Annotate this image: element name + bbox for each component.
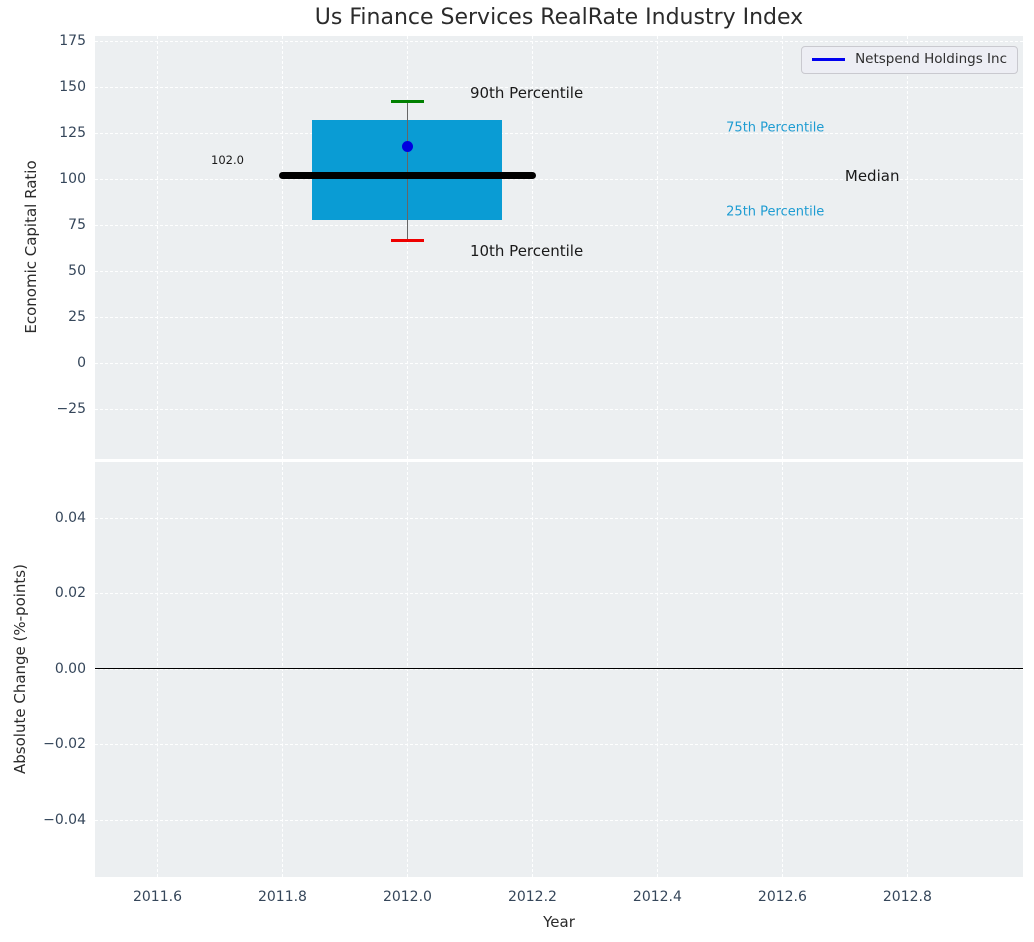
bottom-plot-area (95, 462, 1023, 877)
whisker-line (406, 101, 409, 241)
gridline-vertical (532, 462, 534, 877)
gridline-vertical (532, 36, 534, 459)
gridline-horizontal (95, 819, 1023, 821)
gridline-horizontal (95, 225, 1023, 227)
gridline-horizontal (95, 744, 1023, 746)
y-tick-label: 0.00 (54, 660, 86, 677)
gridline-vertical (907, 36, 909, 459)
p90-cap (391, 100, 424, 104)
x-tick-label: 2011.8 (257, 889, 307, 905)
gridline-horizontal (95, 87, 1023, 89)
y-tick-label: 150 (59, 79, 86, 96)
y-tick-label: −25 (56, 401, 86, 418)
annotation-10th-percentile: 10th Percentile (469, 241, 584, 260)
gridline-vertical (907, 462, 909, 877)
y-tick-label: 125 (59, 125, 86, 142)
gridline-vertical (157, 36, 159, 459)
zero-line (95, 667, 1023, 670)
gridline-vertical (157, 462, 159, 877)
x-tick-label: 2012.4 (632, 889, 682, 905)
annotation-75th-percentile: 75th Percentile (726, 120, 825, 136)
gridline-horizontal (95, 363, 1023, 365)
legend-label: Netspend Holdings Inc (855, 51, 1007, 67)
gridline-vertical (407, 462, 409, 877)
y-tick-label: 100 (59, 171, 86, 188)
top-plot-area: 90th Percentile 10th Percentile 75th Perce… (95, 36, 1023, 459)
annotation-102-0: 102.0 (211, 152, 244, 167)
median-line (279, 172, 536, 180)
gridline-horizontal (95, 317, 1023, 319)
y-tick-label: 75 (68, 217, 86, 234)
p10-cap (391, 239, 424, 243)
y-tick-label: 175 (59, 33, 86, 50)
y-tick-label: 0 (77, 355, 86, 372)
gridline-horizontal (95, 517, 1023, 519)
gridline-vertical (657, 36, 659, 459)
gridline-horizontal (95, 593, 1023, 595)
y-axis-label-top: Economic Capital Ratio (22, 160, 40, 334)
annotation-25th-percentile: 25th Percentile (726, 204, 825, 220)
x-axis-label: Year (543, 913, 575, 931)
gridline-vertical (282, 462, 284, 877)
legend-line-sample (812, 58, 846, 61)
x-tick-label: 2012.0 (382, 889, 432, 905)
y-axis-label-bottom: Absolute Change (%-points) (11, 564, 29, 774)
y-tick-label: 25 (68, 309, 86, 326)
gridline-vertical (282, 36, 284, 459)
y-tick-label: −0.02 (43, 736, 86, 753)
y-tick-label: −0.04 (43, 811, 86, 828)
gridline-vertical (782, 36, 784, 459)
gridline-horizontal (95, 409, 1023, 411)
x-tick-label: 2012.2 (507, 889, 557, 905)
gridline-horizontal (95, 133, 1023, 135)
gridline-horizontal (95, 41, 1023, 43)
x-tick-label: 2012.6 (757, 889, 807, 905)
chart-title: Us Finance Services RealRate Industry In… (314, 5, 804, 30)
y-tick-label: 0.04 (54, 509, 86, 526)
company-data-point (401, 141, 413, 153)
gridline-vertical (657, 462, 659, 877)
annotation-90th-percentile: 90th Percentile (469, 83, 584, 102)
annotation-median: Median (844, 166, 900, 185)
y-tick-label: 0.02 (54, 585, 86, 602)
gridline-vertical (407, 36, 409, 459)
y-tick-label: 50 (68, 263, 86, 280)
x-tick-label: 2012.8 (882, 889, 932, 905)
gridline-vertical (782, 462, 784, 877)
x-tick-label: 2011.6 (132, 889, 182, 905)
legend: Netspend Holdings Inc (801, 46, 1018, 74)
gridline-horizontal (95, 179, 1023, 181)
gridline-horizontal (95, 271, 1023, 273)
